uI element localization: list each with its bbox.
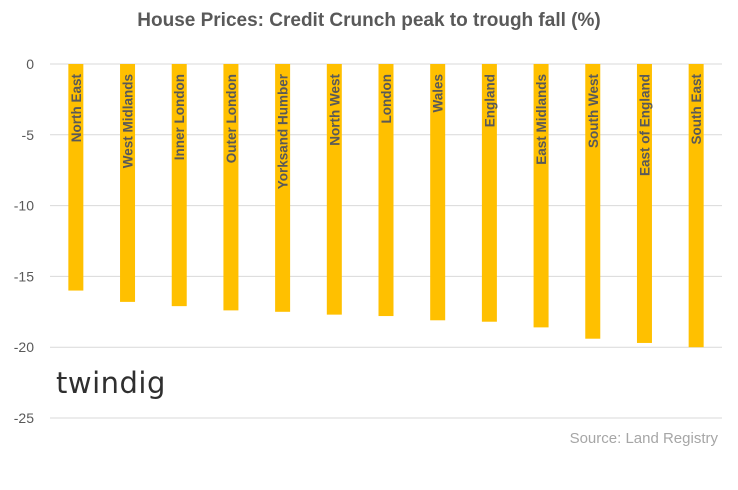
bar bbox=[636, 64, 652, 343]
bar bbox=[533, 64, 549, 328]
bar-category-label: South East bbox=[689, 74, 704, 145]
bar-category-label: North East bbox=[69, 74, 84, 143]
bar bbox=[378, 64, 394, 317]
bar bbox=[275, 64, 291, 312]
bar bbox=[223, 64, 239, 311]
bar-category-label: South West bbox=[586, 73, 601, 148]
bar-category-label: Wales bbox=[431, 74, 446, 113]
y-axis: 0 -5 -10 -15 -20 -25 bbox=[14, 56, 34, 426]
chart-title: House Prices: Credit Crunch peak to trou… bbox=[137, 10, 601, 31]
bar bbox=[326, 64, 342, 315]
bar-category-label: East of England bbox=[637, 74, 652, 176]
y-tick-label: -15 bbox=[14, 268, 34, 284]
y-tick-label: -25 bbox=[14, 410, 34, 426]
bar-category-label: Yorksand Humber bbox=[276, 73, 291, 189]
bar-category-label: London bbox=[379, 74, 394, 123]
bar bbox=[68, 64, 84, 291]
bar bbox=[585, 64, 601, 339]
bar bbox=[430, 64, 446, 321]
y-tick-label: -10 bbox=[14, 198, 34, 214]
bar-category-label: North West bbox=[327, 74, 342, 146]
y-tick-label: -20 bbox=[14, 339, 34, 355]
bar bbox=[481, 64, 497, 322]
y-tick-label: 0 bbox=[26, 56, 34, 72]
bar bbox=[120, 64, 136, 302]
twindig-logo: twindig bbox=[56, 366, 166, 400]
bar-category-label: East Midlands bbox=[534, 74, 549, 165]
source-note: Source: Land Registry bbox=[569, 430, 718, 447]
y-tick-label: -5 bbox=[22, 127, 35, 143]
bar-category-label: Outer London bbox=[224, 74, 239, 163]
bar-labels: North East West Midlands Inner London Outer… bbox=[69, 73, 704, 189]
bar bbox=[171, 64, 187, 307]
bar-category-label: Inner London bbox=[172, 74, 187, 160]
bar-category-label: West Midlands bbox=[121, 74, 136, 168]
bar-category-label: England bbox=[482, 74, 497, 127]
bar bbox=[688, 64, 704, 348]
bars bbox=[68, 64, 704, 348]
